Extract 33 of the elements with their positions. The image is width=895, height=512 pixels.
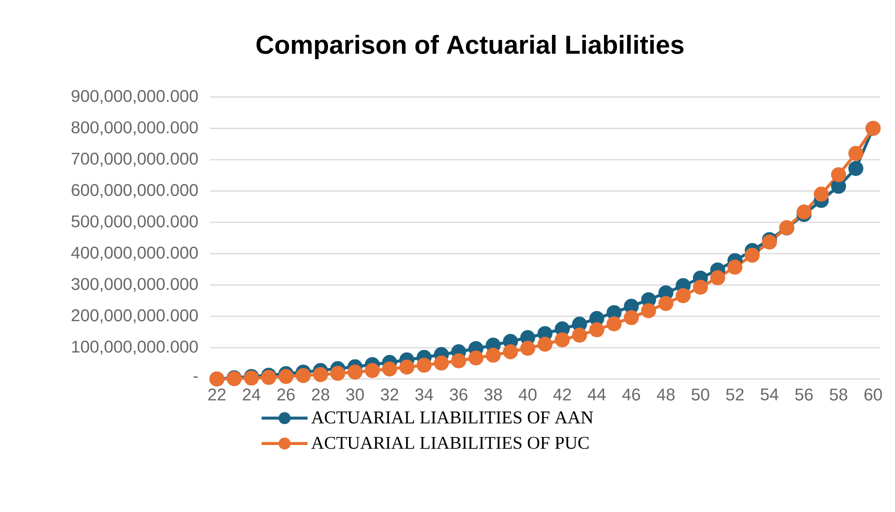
x-tick-label: 58 [830,388,848,401]
x-tick-label: 50 [692,388,710,401]
x-tick-label: 38 [484,388,502,401]
y-tick-label: 200,000,000.000 [72,309,198,324]
x-tick-label: 22 [208,388,226,400]
y-tick-label: 400,000,000.000 [71,246,198,261]
x-tick-label: 48 [656,388,675,401]
legend-label: ACTUARIAL LIABILITIES OF AAN [311,411,594,424]
x-tick-label: 42 [553,388,571,400]
y-tick-label: 800,000,000.000 [72,121,198,136]
x-tick-label: 32 [380,388,398,401]
chart-title: Comparison of Actuarial Liabilities [256,34,684,60]
y-tick-label: - [194,376,198,378]
y-tick-label: 300,000,000.000 [71,278,198,292]
x-tick-label: 34 [415,388,434,401]
x-tick-label: 40 [518,388,537,401]
y-tick-label: 900,000,000.000 [72,90,198,104]
x-tick-label: 54 [760,388,778,400]
x-tick-label: 52 [726,388,744,401]
legend-label: ACTUARIAL LIABILITIES OF PUC [311,436,589,449]
y-tick-label: 600,000,000.000 [72,184,198,198]
x-tick-label: 24 [242,388,260,400]
x-tick-label: 26 [277,388,295,401]
x-tick-label: 46 [622,388,640,401]
x-tick-label: 60 [864,388,882,401]
x-tick-label: 28 [312,388,330,401]
x-tick-label: 56 [795,388,813,401]
x-tick-label: 36 [450,388,468,401]
y-tick-label: 700,000,000.000 [72,152,198,167]
x-tick-label: 30 [346,388,364,401]
y-tick-label: 500,000,000.000 [72,215,198,230]
y-tick-label: 100,000,000.000 [72,340,198,355]
x-tick-label: 44 [588,388,606,400]
